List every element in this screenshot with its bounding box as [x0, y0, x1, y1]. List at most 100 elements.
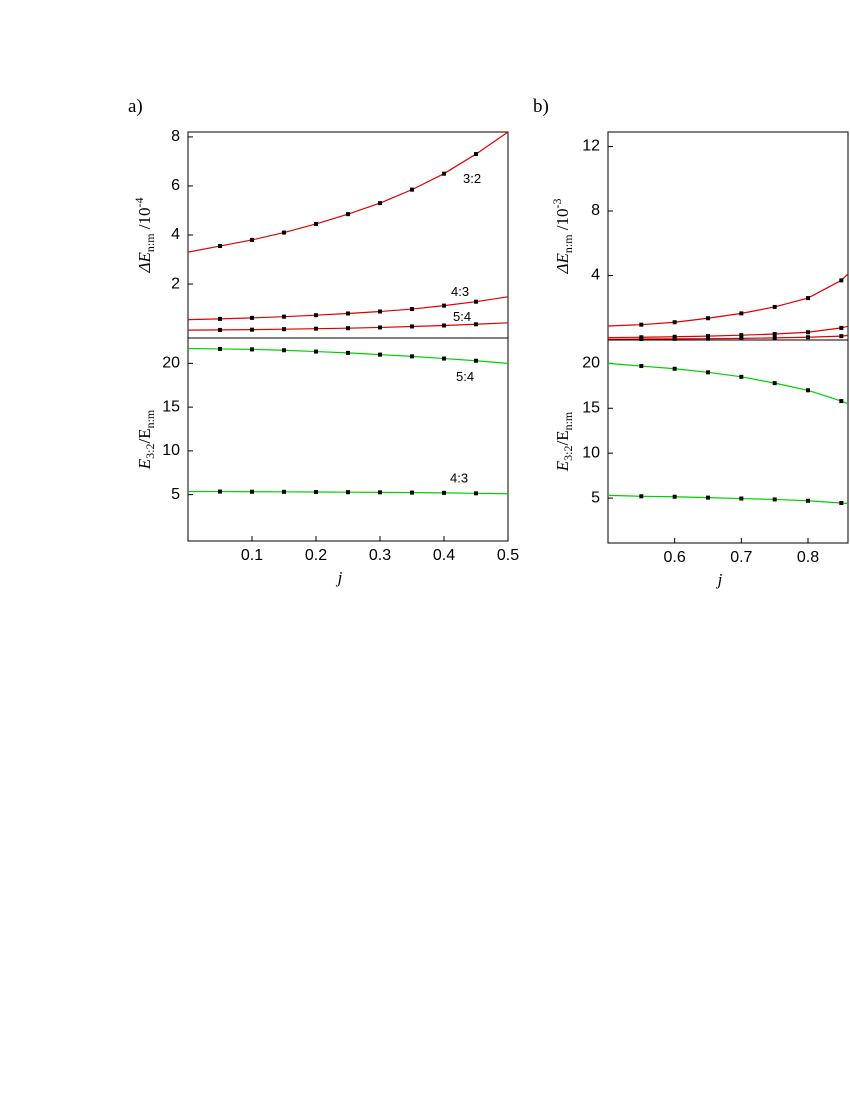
y-tick-label: 4: [171, 226, 180, 243]
y-label-part: n:m: [561, 411, 575, 430]
series-label: 3:2: [463, 171, 481, 186]
data-point: [346, 326, 350, 331]
data-point: [250, 327, 254, 332]
y-axis-label: E3:2/En:m: [553, 411, 575, 472]
y-tick-label: 2: [171, 275, 180, 292]
data-point: [314, 313, 318, 318]
data-point: [218, 489, 222, 494]
data-point: [772, 304, 777, 309]
data-point: [218, 244, 222, 249]
y-tick-label: 12: [582, 138, 600, 155]
y-tick-label: 8: [171, 128, 180, 145]
data-point: [839, 334, 844, 339]
data-point: [739, 333, 744, 338]
data-point: [442, 490, 446, 495]
data-point: [739, 374, 744, 379]
data-point: [410, 354, 414, 359]
data-point: [218, 316, 222, 321]
data-point: [806, 498, 810, 503]
y-tick-label: 20: [582, 355, 600, 372]
data-point: [839, 501, 844, 506]
x-axis-label: j: [336, 568, 343, 587]
data-point: [839, 325, 844, 330]
data-point: [346, 490, 350, 495]
data-point: [706, 495, 710, 500]
y-label-part: /10: [135, 207, 154, 233]
data-point: [346, 212, 350, 217]
data-point: [442, 356, 446, 361]
data-point: [839, 278, 844, 283]
data-point: [706, 316, 710, 321]
series-label: 5:4: [453, 309, 471, 324]
y-label-part: /10: [553, 208, 572, 234]
y-label-part: E: [135, 458, 154, 470]
panel: b) 4 8 12 ΔEn:m /10-3: [533, 96, 849, 342]
data-point: [282, 314, 286, 319]
data-point: [442, 323, 446, 328]
y-tick-label: 15: [162, 398, 180, 415]
series-line: [608, 362, 848, 405]
data-point: [410, 187, 414, 192]
x-tick-label: 0.3: [369, 547, 391, 564]
data-point: [839, 399, 844, 404]
y-axis-label: ΔEn:m /10-4: [132, 197, 157, 273]
data-point: [706, 370, 710, 375]
data-point: [639, 322, 644, 327]
y-label-part: /E: [135, 428, 154, 443]
data-point: [346, 350, 350, 355]
plot-frame: [607, 131, 849, 341]
plot-frame: [607, 339, 849, 544]
y-label-part: -4: [132, 197, 146, 207]
data-point: [410, 490, 414, 495]
series-label: 5:4: [456, 369, 474, 384]
y-label-part: n:m: [561, 234, 575, 253]
x-tick-label: 0.5: [497, 547, 519, 564]
x-tick-label: 0.7: [730, 549, 752, 566]
data-point: [639, 494, 644, 499]
y-label-part: n:m: [143, 233, 157, 252]
y-tick-label: 20: [162, 355, 180, 372]
data-point: [378, 325, 382, 330]
data-point: [474, 152, 478, 157]
y-label-part: -3: [550, 198, 564, 208]
data-point: [442, 303, 446, 308]
data-point: [282, 230, 286, 235]
data-point: [282, 489, 286, 494]
data-point: [706, 334, 710, 339]
panel: a) 2 4 6 8 ΔEn:m /10-4 3:2 4:3 5:4: [128, 96, 509, 339]
data-point: [672, 336, 677, 341]
data-point: [314, 221, 318, 226]
data-point: [672, 334, 677, 339]
data-point: [218, 327, 222, 332]
data-point: [250, 347, 254, 352]
x-tick-label: 0.8: [797, 549, 819, 566]
y-tick-label: 10: [582, 444, 600, 461]
data-point: [218, 346, 222, 351]
plot-frame: [187, 131, 509, 339]
data-point: [806, 296, 810, 301]
series-label: 4:3: [451, 284, 469, 299]
data-point: [410, 324, 414, 329]
data-point: [706, 336, 710, 341]
data-point: [772, 381, 777, 386]
data-point: [378, 309, 382, 314]
panel-label: b): [533, 96, 549, 117]
panel-label: a): [128, 96, 143, 117]
y-label-part: /E: [553, 430, 572, 445]
data-point: [806, 330, 810, 335]
y-tick-label: 5: [591, 489, 600, 506]
data-point: [378, 490, 382, 495]
x-tick-label: 0.6: [664, 549, 686, 566]
data-point: [672, 366, 677, 371]
y-label-part: ΔE: [135, 252, 154, 274]
data-point: [474, 322, 478, 327]
x-axis-label: j: [716, 570, 723, 589]
x-tick-label: 0.1: [241, 547, 263, 564]
data-point: [474, 299, 478, 304]
data-point: [474, 358, 478, 363]
y-tick-label: 8: [591, 202, 600, 219]
data-point: [282, 348, 286, 353]
y-tick-label: 15: [582, 399, 600, 416]
